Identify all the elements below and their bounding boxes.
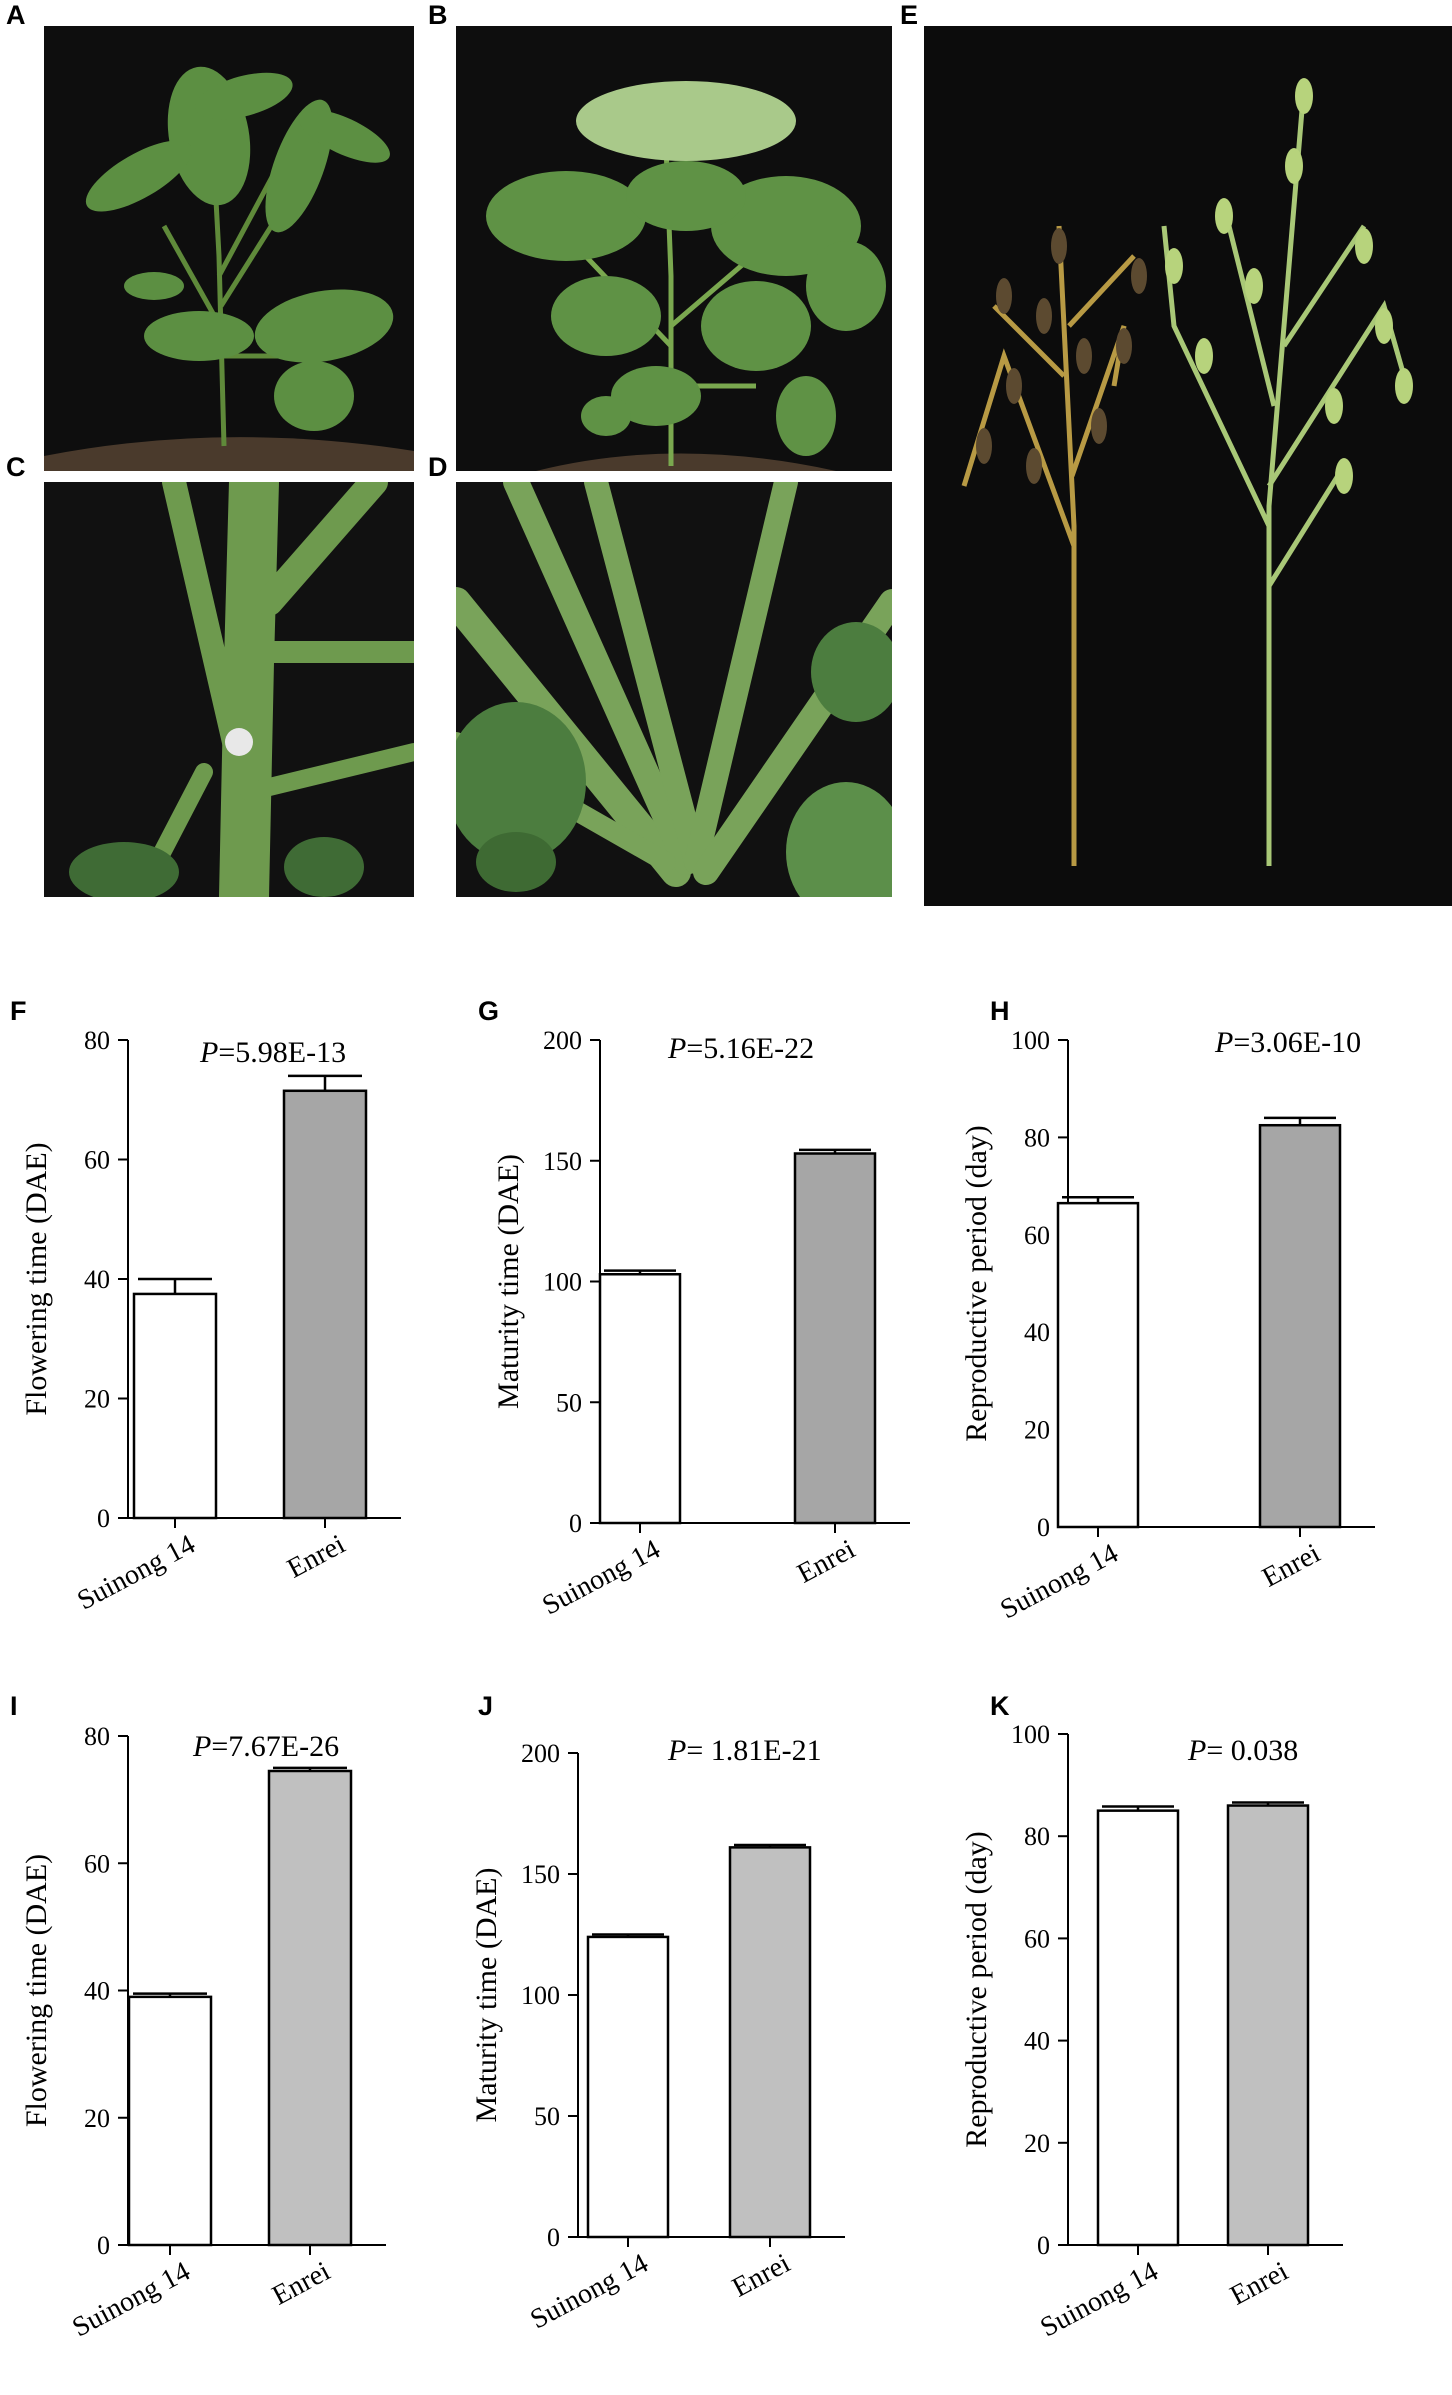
y-axis-title-i: Flowering time (DAE) — [20, 1854, 53, 2127]
y-tick-label-j: 100 — [521, 1981, 560, 2010]
y-tick-label-g: 150 — [543, 1147, 582, 1176]
bar-g-suinong14 — [598, 1273, 682, 1525]
y-tick-label-k: 60 — [1024, 1924, 1050, 1953]
panel-label-h: H — [990, 996, 1010, 1026]
p-value-j: P= 1.81E-21 — [667, 1734, 822, 1767]
x-tick-label-f-enrei: Enrei — [282, 1529, 350, 1585]
y-tick-label-f: 80 — [84, 1026, 110, 1055]
y-tick-label-g: 0 — [569, 1509, 582, 1538]
x-tick-label-g-suinong14: Suinong 14 — [537, 1534, 665, 1622]
y-tick-label-h: 80 — [1024, 1123, 1050, 1152]
y-tick-label-k: 0 — [1037, 2231, 1050, 2260]
photo-e-mature-plants — [924, 26, 1452, 906]
photo-c-stem-closeup — [44, 482, 414, 897]
panel-label-c: C — [6, 452, 26, 482]
x-tick-label-f-suinong14: Suinong 14 — [72, 1529, 200, 1617]
x-tick-label-i-enrei: Enrei — [267, 2256, 335, 2312]
bar-h-suinong14 — [1056, 1201, 1140, 1529]
photo-a-seedling — [44, 26, 414, 471]
panel-label-b: B — [428, 0, 448, 30]
y-tick-label-f: 0 — [97, 1504, 110, 1533]
y-tick-label-h: 40 — [1024, 1318, 1050, 1347]
y-tick-label-f: 60 — [84, 1146, 110, 1175]
panel-label-g: G — [478, 996, 499, 1026]
y-tick-label-j: 50 — [534, 2102, 560, 2131]
panel-label-f: F — [10, 996, 27, 1026]
x-tick-label-j-enrei: Enrei — [727, 2248, 795, 2304]
bar-f-enrei — [282, 1089, 368, 1520]
y-tick-label-h: 0 — [1037, 1513, 1050, 1542]
y-tick-label-i: 60 — [84, 1849, 110, 1878]
bar-k-suinong14 — [1096, 1809, 1180, 2247]
y-tick-label-h: 60 — [1024, 1221, 1050, 1250]
panel-label-i: I — [10, 1691, 18, 1721]
y-tick-label-g: 100 — [543, 1268, 582, 1297]
bar-j-enrei — [728, 1846, 812, 2239]
bar-g-enrei — [793, 1152, 877, 1525]
y-tick-label-j: 0 — [547, 2223, 560, 2252]
x-tick-label-j-suinong14: Suinong 14 — [525, 2248, 653, 2336]
p-value-g: P=5.16E-22 — [667, 1032, 814, 1065]
photo-d-branch-closeup — [456, 482, 892, 897]
y-axis-title-f: Flowering time (DAE) — [20, 1142, 53, 1415]
y-tick-label-k: 100 — [1011, 1720, 1050, 1749]
x-tick-label-g-enrei: Enrei — [792, 1534, 860, 1590]
y-axis-title-h: Reproductive period (day) — [960, 1125, 993, 1442]
p-value-f: P=5.98E-13 — [199, 1036, 346, 1069]
panel-label-j: J — [478, 1691, 493, 1721]
x-tick-label-h-suinong14: Suinong 14 — [995, 1538, 1123, 1626]
p-value-i: P=7.67E-26 — [192, 1730, 339, 1763]
y-tick-label-i: 20 — [84, 2104, 110, 2133]
panel-label-d: D — [428, 452, 448, 482]
panel-label-k: K — [990, 1691, 1010, 1721]
bar-f-suinong14 — [132, 1292, 218, 1520]
bar-i-enrei — [267, 1769, 353, 2247]
panel-label-e: E — [900, 0, 919, 30]
bar-k-enrei — [1226, 1804, 1310, 2247]
y-tick-label-h: 20 — [1024, 1416, 1050, 1445]
y-tick-label-g: 50 — [556, 1388, 582, 1417]
y-tick-label-k: 80 — [1024, 1822, 1050, 1851]
y-tick-label-i: 80 — [84, 1722, 110, 1751]
y-tick-label-i: 0 — [97, 2231, 110, 2260]
y-axis-title-j: Maturity time (DAE) — [470, 1868, 503, 2123]
y-tick-label-j: 200 — [521, 1739, 560, 1768]
y-tick-label-i: 40 — [84, 1977, 110, 2006]
y-tick-label-f: 40 — [84, 1265, 110, 1294]
p-value-h: P=3.06E-10 — [1214, 1026, 1361, 1059]
y-tick-label-k: 40 — [1024, 2027, 1050, 2056]
y-tick-label-g: 200 — [543, 1026, 582, 1055]
panel-label-a: A — [6, 0, 26, 30]
p-value-k: P= 0.038 — [1187, 1734, 1298, 1767]
y-tick-label-h: 100 — [1011, 1026, 1050, 1055]
x-tick-label-k-enrei: Enrei — [1225, 2256, 1293, 2312]
x-tick-label-i-suinong14: Suinong 14 — [67, 2256, 195, 2344]
x-tick-label-h-enrei: Enrei — [1257, 1538, 1325, 1594]
x-tick-label-k-suinong14: Suinong 14 — [1035, 2256, 1163, 2344]
bar-j-suinong14 — [586, 1935, 670, 2239]
y-axis-title-g: Maturity time (DAE) — [492, 1154, 525, 1409]
photo-b-leafy-plant — [456, 26, 892, 471]
y-tick-label-j: 150 — [521, 1860, 560, 1889]
y-axis-title-k: Reproductive period (day) — [960, 1831, 993, 2148]
bar-h-enrei — [1258, 1123, 1342, 1529]
bar-i-suinong14 — [127, 1995, 213, 2247]
y-tick-label-f: 20 — [84, 1385, 110, 1414]
y-tick-label-k: 20 — [1024, 2129, 1050, 2158]
